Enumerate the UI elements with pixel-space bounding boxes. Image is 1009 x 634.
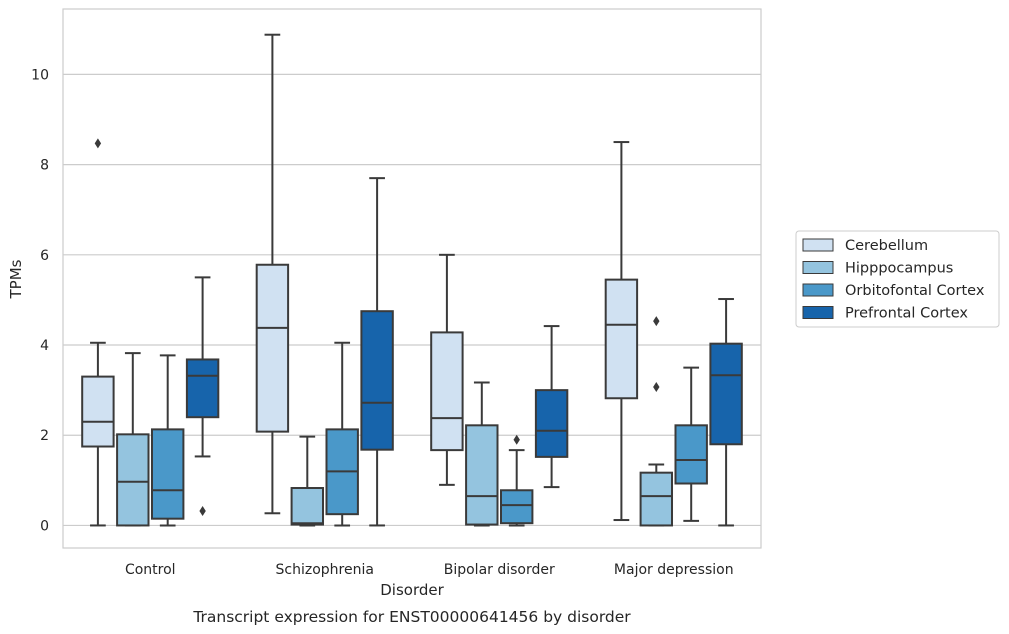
y-tick-label: 4 — [40, 338, 49, 354]
legend-label: Prefrontal Cortex — [845, 306, 968, 322]
box-body — [360, 310, 394, 451]
box-1-0 — [255, 33, 290, 515]
box-body — [709, 342, 743, 446]
box-0-1 — [116, 352, 150, 527]
box-body — [185, 358, 220, 419]
x-tick-label: Bipolar disorder — [444, 562, 555, 578]
outlier-point — [653, 316, 660, 327]
figure-caption: Transcript expression for ENST0000064145… — [192, 608, 631, 626]
box-body — [150, 428, 185, 520]
box-2-2 — [499, 434, 534, 527]
x-axis-ticks: Control Schizophrenia Bipolar disorder Majo… — [125, 562, 734, 578]
legend-swatch — [802, 238, 834, 252]
box-body — [465, 424, 499, 526]
legend-swatch — [802, 283, 834, 297]
box-body — [116, 433, 150, 527]
legend-swatch — [802, 306, 834, 319]
y-tick-label: 0 — [40, 518, 49, 534]
y-axis-ticks: 0 2 4 6 8 10 — [31, 67, 49, 534]
outlier-point — [94, 138, 102, 149]
box-3-0 — [604, 141, 639, 522]
y-tick-label: 10 — [31, 67, 49, 83]
box-3-3 — [709, 298, 743, 527]
legend-label: Orbitofontal Cortex — [845, 283, 985, 299]
outlier-point — [653, 381, 660, 392]
x-axis-label: Disorder — [380, 581, 444, 599]
y-tick-label: 2 — [40, 428, 49, 444]
x-tick-label: Schizophrenia — [276, 562, 374, 578]
box-0-2 — [150, 354, 185, 527]
box-3-2 — [674, 366, 708, 522]
box-body — [534, 389, 569, 458]
box-1-2 — [325, 341, 359, 527]
box-2-1 — [465, 381, 499, 527]
box-body — [499, 489, 534, 525]
boxes — [81, 33, 743, 527]
legend: Cerebellum Hipppocampus Orbitofontal Corte… — [795, 230, 1000, 328]
box-0-0 — [81, 138, 115, 527]
box-2-0 — [430, 253, 464, 486]
y-tick-label: 8 — [40, 158, 49, 174]
plot-area-frame — [62, 8, 762, 549]
x-tick-label: Control — [125, 562, 176, 578]
box-body — [290, 487, 325, 526]
box-body — [604, 278, 639, 400]
box-1-1 — [290, 435, 325, 527]
y-axis-label: TPMs — [7, 259, 25, 299]
outlier-point — [513, 434, 520, 445]
legend-frame — [795, 230, 1000, 328]
box-body — [430, 331, 464, 452]
box-body — [639, 471, 674, 527]
box-body — [81, 375, 115, 448]
box-3-1 — [639, 316, 674, 527]
box-body — [674, 424, 708, 485]
box-2-3 — [534, 325, 569, 489]
outlier-point — [199, 506, 206, 517]
legend-label: Hipppocampus — [845, 261, 953, 277]
legend-label: Cerebellum — [845, 238, 928, 254]
legend-swatch — [802, 261, 834, 274]
x-tick-label: Major depression — [614, 562, 734, 578]
y-tick-label: 6 — [40, 248, 49, 264]
box-body — [255, 263, 290, 433]
box-0-3 — [185, 276, 220, 517]
box-1-3 — [360, 177, 394, 527]
